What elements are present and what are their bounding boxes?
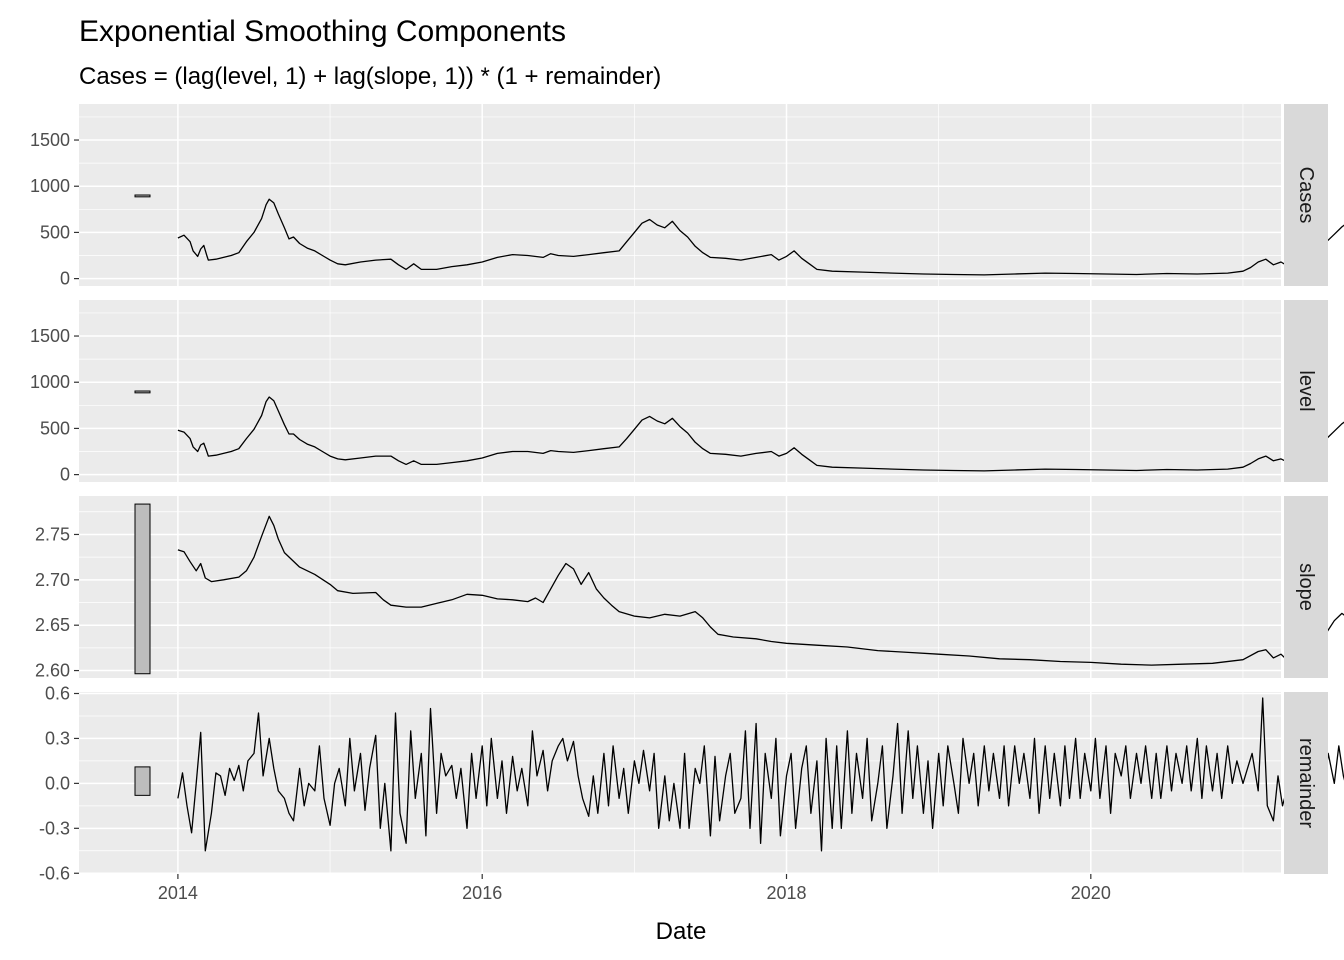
- facet-cases: 0 500 1000 1500 Cases: [30, 104, 1344, 289]
- facet-remainder: -0.6 -0.3 0.0 0.3 0.6 remainder: [39, 683, 1344, 883]
- y-tick-label: 0.6: [45, 683, 70, 703]
- x-tick-label: 2020: [1071, 883, 1111, 903]
- facet-strip-label: slope: [1295, 563, 1317, 611]
- scale-bar: [134, 194, 151, 198]
- facet-strip: [1284, 692, 1328, 874]
- y-tick-label: -0.6: [39, 863, 70, 883]
- facet-strip-label: Cases: [1295, 167, 1317, 224]
- y-tick-label: 1000: [30, 176, 70, 196]
- y-tick-label: 1000: [30, 372, 70, 392]
- facet-strip: [1284, 104, 1328, 286]
- y-tick-label: 2.70: [35, 570, 70, 590]
- y-tick-label: 0: [60, 269, 70, 289]
- y-tick-label: 2.60: [35, 661, 70, 681]
- facet-strip-label: remainder: [1295, 738, 1317, 828]
- series-line-slope: [177, 515, 1344, 669]
- x-tick-label: 2014: [158, 883, 198, 903]
- scale-bar: [134, 390, 151, 394]
- facet-slope: 2.60 2.65 2.70 2.75 slope: [35, 496, 1344, 681]
- series-line-level: [177, 396, 1344, 472]
- facet-strip-label: level: [1295, 370, 1317, 411]
- x-tick-label: 2016: [462, 883, 502, 903]
- facet-strip: [1284, 300, 1328, 482]
- y-tick-label: 500: [40, 418, 70, 438]
- y-tick-label: -0.3: [39, 818, 70, 838]
- y-tick-label: 2.65: [35, 615, 70, 635]
- scale-bar: [134, 766, 151, 796]
- chart-title: Exponential Smoothing Components: [79, 15, 566, 48]
- chart-subtitle: Cases = (lag(level, 1) + lag(slope, 1)) …: [79, 63, 661, 90]
- y-tick-label: 2.75: [35, 524, 70, 544]
- panel-background: [79, 300, 1281, 482]
- panel-background: [79, 104, 1281, 286]
- series-line-remainder: [177, 697, 1344, 852]
- y-tick-label: 1500: [30, 130, 70, 150]
- y-tick-label: 0.0: [45, 773, 70, 793]
- x-axis-title: Date: [656, 918, 707, 945]
- x-tick-label: 2018: [766, 883, 806, 903]
- facet-panels: 050010001500Cases050010001500level2.602.…: [30, 104, 1344, 883]
- facet-level: 0 500 1000 1500 level: [30, 300, 1344, 485]
- panel-background: [79, 496, 1281, 678]
- y-tick-label: 500: [40, 222, 70, 242]
- y-tick-label: 0.3: [45, 728, 70, 748]
- y-tick-label: 1500: [30, 326, 70, 346]
- series-line-cases: [177, 198, 1344, 276]
- scale-bar: [134, 503, 151, 675]
- y-tick-label: 0: [60, 465, 70, 485]
- x-axis: 2014 2016 2018 2020: [158, 874, 1111, 903]
- facet-strip: [1284, 496, 1328, 678]
